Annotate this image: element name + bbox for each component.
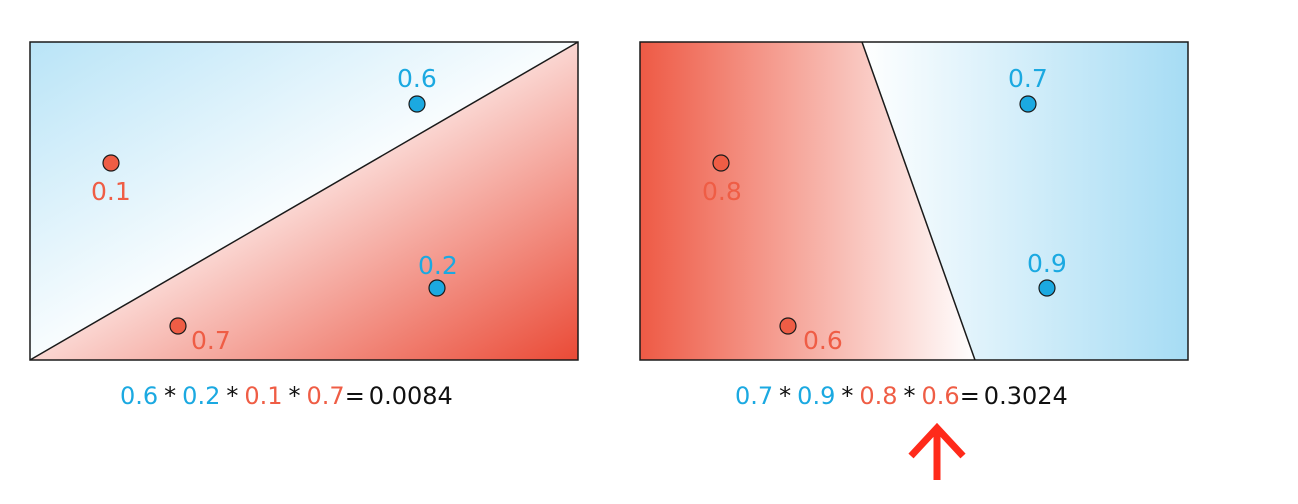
right-factor-2: 0.8 xyxy=(859,382,898,410)
right-result: 0.3024 xyxy=(983,382,1068,410)
left-factor-0: 0.6 xyxy=(120,382,159,410)
right-point-0 xyxy=(1019,95,1037,113)
left-decision-boundary xyxy=(29,41,579,361)
left-factor-2: 0.1 xyxy=(244,382,283,410)
left-product-formula: 0.6 * 0.2 * 0.1 * 0.7= 0.0084 xyxy=(120,382,453,410)
right-equals: = xyxy=(959,382,980,410)
right-multiply-2: * xyxy=(903,382,916,410)
left-point-label-3: 0.7 xyxy=(191,326,231,355)
right-point-label-1: 0.8 xyxy=(702,177,742,206)
right-decision-boundary xyxy=(861,41,976,361)
right-factor-1: 0.9 xyxy=(797,382,836,410)
right-product-formula: 0.7 * 0.9 * 0.8 * 0.6= 0.3024 xyxy=(735,382,1068,410)
right-factor-0: 0.7 xyxy=(735,382,774,410)
right-multiply-1: * xyxy=(841,382,854,410)
left-point-label-1: 0.1 xyxy=(91,177,131,206)
right-point-label-2: 0.9 xyxy=(1027,249,1067,278)
left-result: 0.0084 xyxy=(368,382,453,410)
right-point-1 xyxy=(712,154,730,172)
left-point-label-0: 0.6 xyxy=(397,64,437,93)
left-multiply-0: * xyxy=(164,382,177,410)
right-point-label-0: 0.7 xyxy=(1008,64,1048,93)
left-point-0 xyxy=(408,95,426,113)
left-multiply-1: * xyxy=(226,382,239,410)
left-point-2 xyxy=(428,279,446,297)
right-panel-border xyxy=(639,41,1189,361)
left-factor-3: 0.7 xyxy=(306,382,345,410)
right-blue-region xyxy=(862,42,1188,360)
left-point-1 xyxy=(102,154,120,172)
right-panel: 0.7 0.8 0.9 0.6 xyxy=(639,41,1189,361)
left-equals: = xyxy=(344,382,365,410)
right-point-3 xyxy=(779,317,797,335)
right-red-region xyxy=(640,42,975,360)
right-multiply-0: * xyxy=(779,382,792,410)
up-arrow-icon xyxy=(908,422,966,480)
right-point-2 xyxy=(1038,279,1056,297)
left-point-label-2: 0.2 xyxy=(418,251,458,280)
right-point-label-3: 0.6 xyxy=(803,326,843,355)
left-panel-border xyxy=(29,41,579,361)
right-factor-3: 0.6 xyxy=(921,382,960,410)
left-factor-1: 0.2 xyxy=(182,382,221,410)
left-multiply-2: * xyxy=(288,382,301,410)
left-panel: 0.6 0.1 0.2 0.7 xyxy=(29,41,579,361)
left-point-3 xyxy=(169,317,187,335)
